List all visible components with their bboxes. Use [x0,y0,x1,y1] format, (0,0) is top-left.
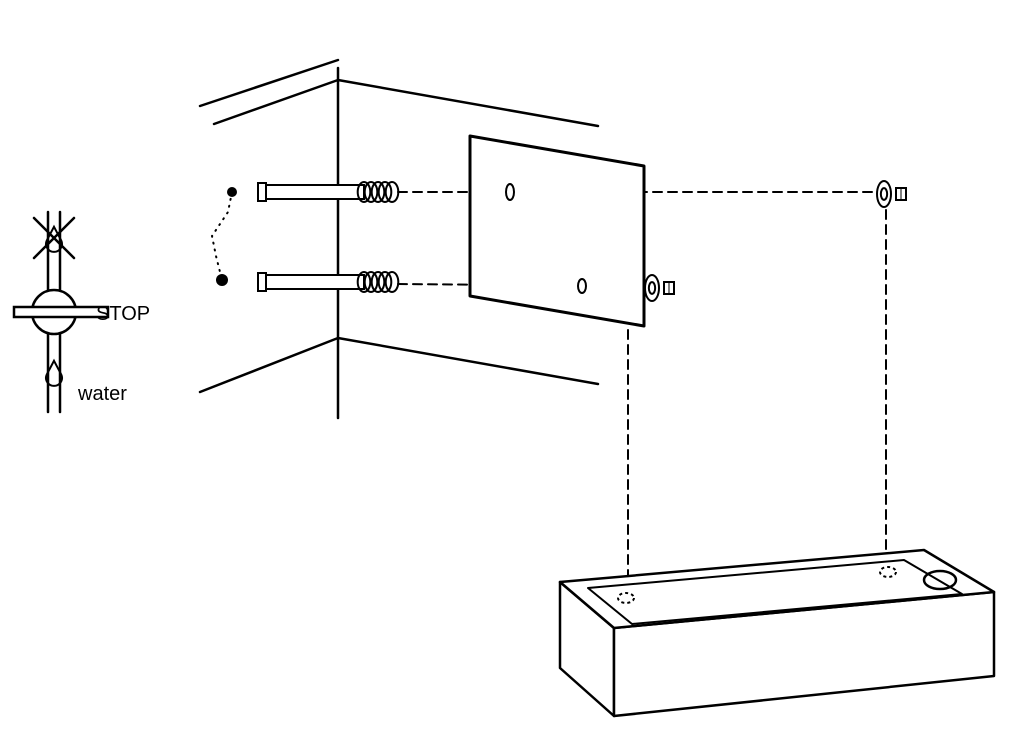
washer-nut-1 [645,275,674,301]
water-label: water [77,383,127,405]
washer-nut-2 [877,181,906,207]
drill-holes [212,187,237,286]
stop-label: STOP [96,303,150,325]
basin [560,550,994,716]
mounting-bolt-2 [258,272,398,292]
installation-diagram: STOP water [0,0,1020,736]
mounting-plate [470,136,644,326]
stop-water-icon: STOP water [14,212,150,412]
mounting-bolt-1 [258,182,398,202]
